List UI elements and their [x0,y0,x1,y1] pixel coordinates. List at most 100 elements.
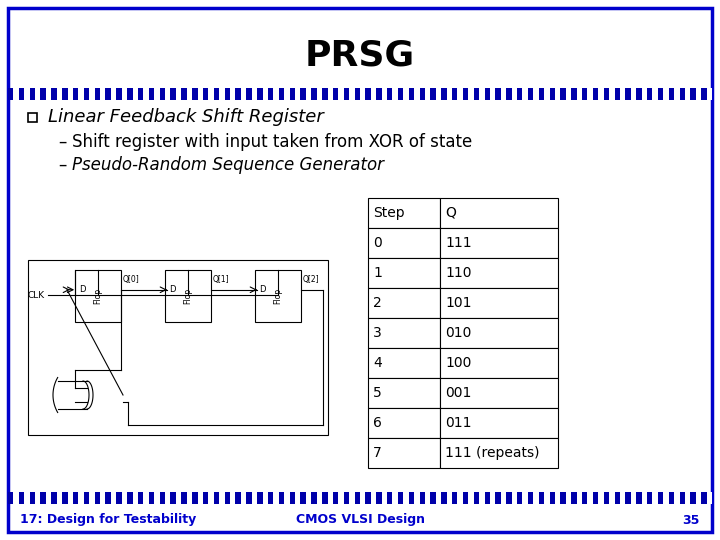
Bar [368,228,440,258]
Bar [452,492,457,504]
Bar [143,88,149,100]
Bar [30,492,35,504]
Bar [431,492,436,504]
Bar [603,88,609,100]
Bar [89,492,94,504]
Bar [566,88,571,100]
Bar [165,88,171,100]
Bar [46,88,51,100]
Bar [225,88,230,100]
Bar [127,88,132,100]
Bar [609,88,615,100]
Bar [219,492,225,504]
Bar [73,492,78,504]
Bar [57,492,62,504]
Bar [440,438,558,468]
Bar [669,492,674,504]
Bar [143,492,149,504]
Text: Q: Q [445,206,456,220]
Bar [485,88,490,100]
Bar [149,88,154,100]
Bar [165,270,211,322]
Bar [506,88,512,100]
Bar [647,88,652,100]
Bar [192,492,197,504]
Bar [284,88,289,100]
Bar [366,88,371,100]
Bar [57,88,62,100]
Bar [138,492,143,504]
Bar [84,492,89,504]
Bar [626,88,631,100]
Bar [382,88,387,100]
Text: 6: 6 [373,416,382,430]
Bar [392,492,398,504]
Bar [235,88,241,100]
Bar [132,88,138,100]
Bar [440,258,558,288]
Bar [368,318,440,348]
Bar [414,88,420,100]
Bar [84,88,89,100]
Bar [626,492,631,504]
Bar [257,88,263,100]
Bar [368,438,440,468]
Bar [122,492,127,504]
Bar [582,88,588,100]
Bar [78,88,84,100]
Bar [111,88,117,100]
Bar [528,492,534,504]
Bar [171,88,176,100]
Bar [696,88,701,100]
Bar [368,258,440,288]
Text: –: – [58,156,66,174]
Text: –: – [58,133,66,151]
Bar [122,88,127,100]
Bar [241,88,246,100]
Bar [268,492,274,504]
Bar [186,492,192,504]
Text: Linear Feedback Shift Register: Linear Feedback Shift Register [48,108,324,126]
Bar [78,492,84,504]
Bar [317,492,322,504]
Bar [289,88,295,100]
Bar [317,88,322,100]
Bar [549,492,555,504]
Bar [160,88,165,100]
Bar [40,492,46,504]
Bar [615,492,620,504]
Bar [368,198,440,228]
Bar [463,88,468,100]
Bar [246,492,252,504]
Bar [440,378,558,408]
Bar [274,88,279,100]
Bar [463,492,468,504]
Bar [555,492,560,504]
Bar [263,88,268,100]
Bar [203,492,208,504]
Text: 1: 1 [373,266,382,280]
Bar [414,492,420,504]
Bar [440,408,558,438]
Bar [117,492,122,504]
Bar [214,88,219,100]
Bar [214,492,219,504]
Bar [479,88,485,100]
Bar [176,492,181,504]
Bar [436,492,441,504]
Bar [62,88,68,100]
Bar [680,88,685,100]
Bar [51,88,57,100]
Bar [28,260,328,435]
Bar [571,492,577,504]
Bar [512,88,517,100]
Bar [392,88,398,100]
Bar [577,492,582,504]
Bar [609,492,615,504]
Bar [669,88,674,100]
Text: PRSG: PRSG [305,39,415,73]
Bar [208,88,214,100]
Bar [368,408,440,438]
Bar [295,492,300,504]
Bar [598,88,603,100]
